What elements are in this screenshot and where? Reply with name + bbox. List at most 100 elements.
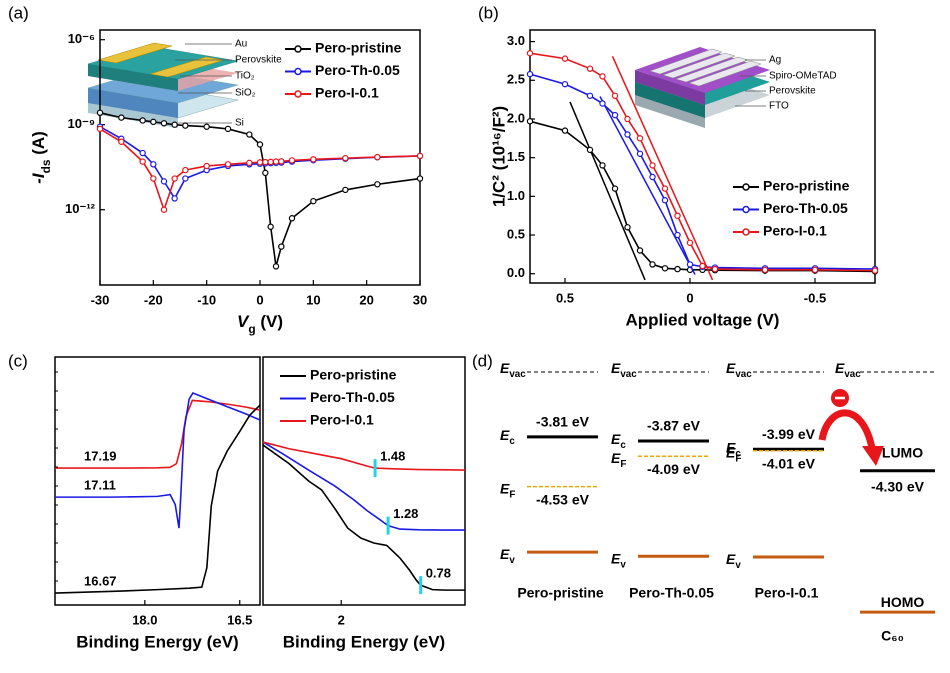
series-line [262, 441, 466, 471]
edge-label: 0.78 [426, 566, 451, 581]
plot-frame [262, 356, 466, 606]
legend-marker [742, 183, 750, 191]
series-line [262, 444, 465, 591]
level-label-part: E [726, 444, 736, 460]
x-tick-label: 2 [338, 612, 345, 627]
x-tick-label: 0 [256, 292, 263, 307]
level-label: Ev [500, 546, 515, 566]
data-point [599, 73, 606, 80]
edge-label: 1.28 [393, 506, 418, 521]
level-label: Ec [500, 427, 515, 447]
data-point [160, 120, 168, 127]
level-label-part: E [726, 439, 736, 455]
data-point [674, 212, 681, 219]
lumo-name: LUMO [882, 444, 923, 460]
level-label: Evac [835, 360, 861, 380]
x-axis-label: Applied voltage (V) [626, 310, 780, 329]
transfer-arrow [818, 389, 884, 466]
data-point [272, 158, 280, 165]
inset-label: SiO₂ [235, 88, 256, 99]
homo-name: HOMO [881, 594, 925, 610]
data-point [661, 265, 669, 272]
level-label: Evac [500, 360, 526, 380]
y-tick-label: 1.5 [507, 149, 525, 164]
data-point [182, 122, 189, 129]
series-line [99, 112, 421, 267]
level-label-part: E [611, 431, 621, 447]
panel-label: (b) [478, 3, 499, 22]
level-label-part: E [611, 450, 621, 466]
level-label-part: vac [620, 369, 637, 380]
x-tick-label: 0.5 [556, 290, 574, 305]
level-label: EF [726, 444, 741, 464]
data-point [871, 267, 879, 274]
level-label-part: c [509, 436, 515, 447]
data-point [624, 131, 631, 138]
data-point [272, 263, 280, 270]
y-axis-label-part: ds [39, 159, 53, 173]
level-label-part: E [726, 551, 736, 567]
acceptor-name: C₆₀ [881, 628, 904, 644]
data-point [611, 111, 619, 119]
legend-marker [294, 90, 302, 98]
data-point [674, 231, 681, 239]
y-tick-label: 2.0 [507, 110, 525, 125]
x-tick-label: 16.5 [227, 612, 252, 627]
legend-label: Pero-pristine [763, 178, 850, 194]
legend-marker [742, 205, 750, 214]
level-label-part: vac [735, 369, 752, 380]
panel-label: (a) [8, 3, 29, 22]
column-name: Pero-I-0.1 [755, 585, 819, 601]
data-point [171, 195, 178, 202]
data-point [599, 162, 606, 169]
fit-line [611, 56, 714, 281]
level-label-part: c [620, 440, 626, 451]
data-point [267, 158, 274, 166]
edge-label: 1.48 [380, 449, 405, 464]
data-point [246, 159, 253, 167]
data-point [203, 123, 210, 130]
x-axis-label-part: (V) [256, 312, 283, 331]
data-point [182, 175, 189, 182]
level-label-part: E [500, 546, 510, 562]
data-point [686, 261, 694, 268]
level-label-part: F [620, 459, 626, 470]
series-line [262, 441, 465, 531]
edge-label: 17.19 [84, 449, 117, 464]
data-point [203, 162, 210, 170]
legend-label: Pero-Th-0.05 [315, 62, 400, 78]
data-point [96, 109, 104, 117]
data-point [599, 100, 606, 107]
data-point [118, 138, 125, 145]
y-tick-label: 3.0 [507, 33, 525, 48]
level-label: Evac [726, 360, 752, 380]
data-point [150, 161, 157, 168]
x-tick-label: 18.0 [132, 612, 157, 627]
level-label-part: E [611, 360, 621, 376]
data-point [278, 243, 285, 250]
data-point [561, 55, 569, 62]
data-point [118, 114, 125, 121]
data-point [611, 185, 619, 192]
data-point [171, 121, 178, 128]
data-point [526, 70, 534, 78]
ec-value: -3.99 eV [762, 426, 816, 442]
inset-label: TiO₂ [235, 71, 255, 82]
data-point [636, 135, 644, 142]
data-point [342, 186, 349, 194]
data-point [374, 181, 381, 188]
x-tick-label: -20 [144, 292, 163, 307]
data-point [310, 156, 317, 163]
level-label: Evac [611, 360, 637, 380]
data-point [586, 92, 594, 99]
level-label-part: E [500, 360, 510, 376]
legend-label: Pero-pristine [310, 367, 397, 383]
y-tick-label: 2.5 [507, 72, 525, 87]
data-point [661, 185, 669, 192]
legend-label: Pero-Th-0.05 [763, 200, 848, 216]
data-point [636, 150, 644, 157]
edge-label: 16.67 [84, 574, 117, 589]
ec-value: -3.81 eV [536, 414, 590, 430]
legend-label: Pero-I-0.1 [763, 223, 827, 239]
x-axis-label-part: V [237, 312, 250, 331]
